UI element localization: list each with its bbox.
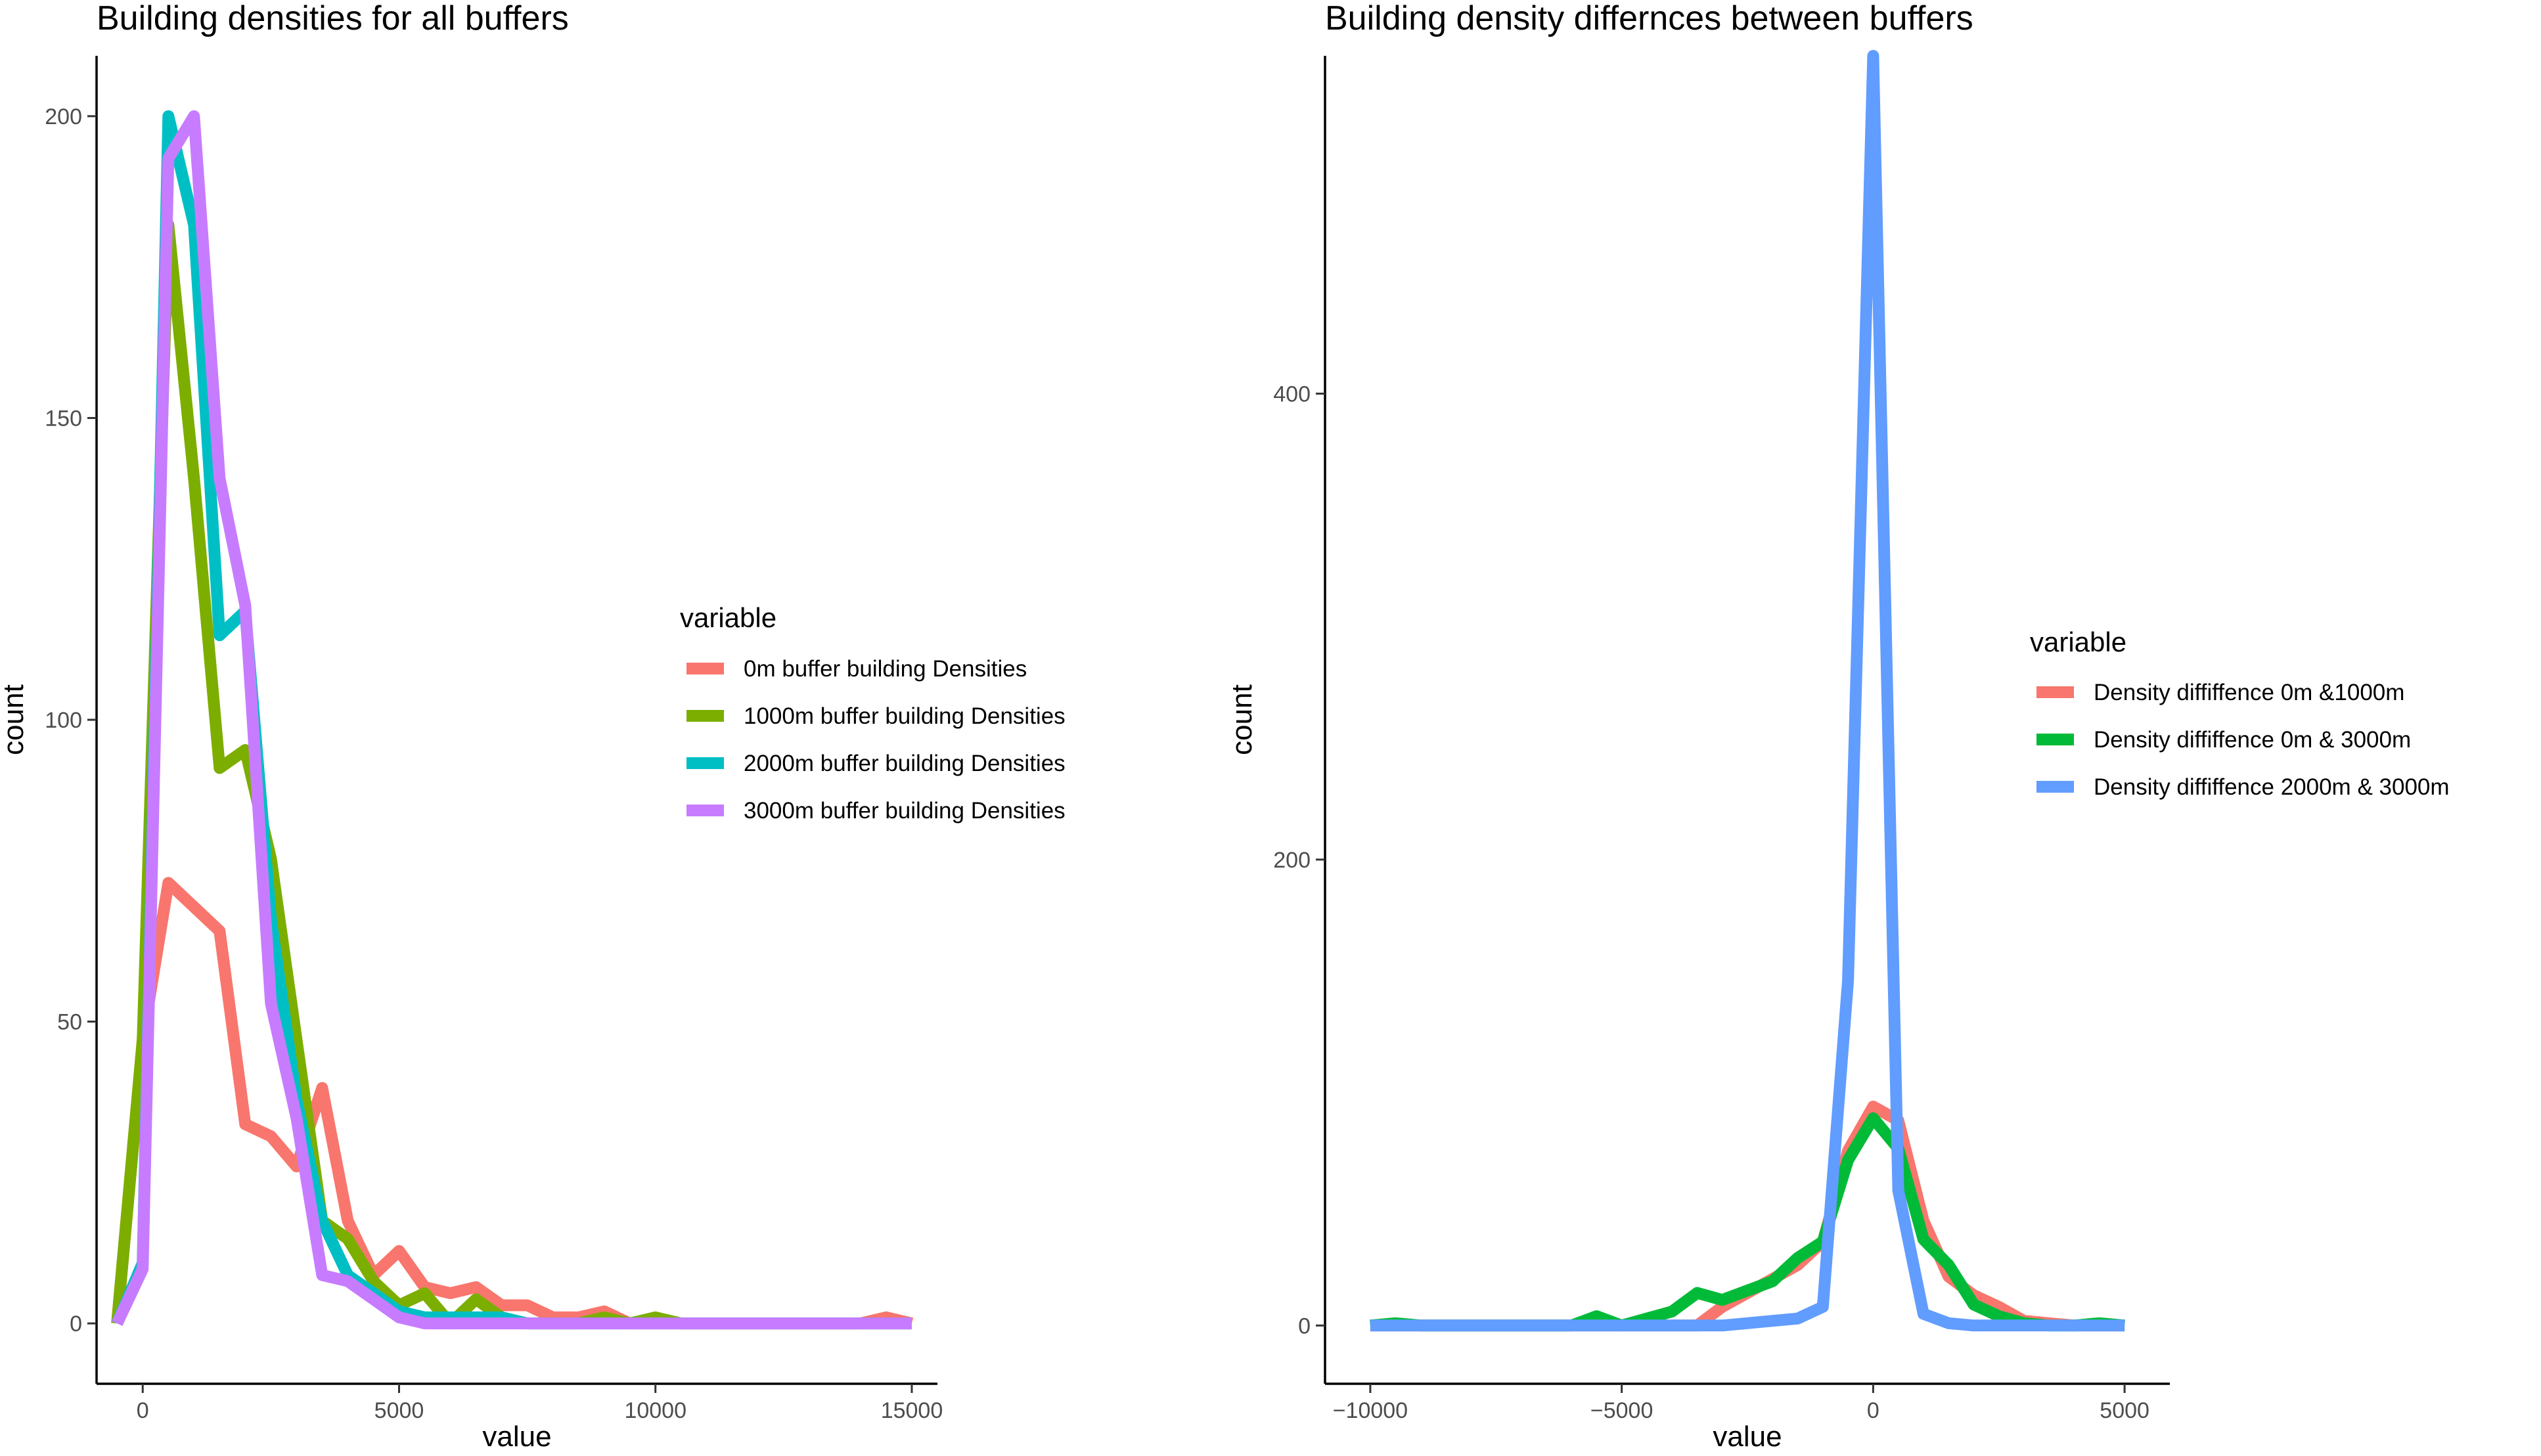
legend-label-4: 3000m buffer building Densities	[744, 798, 1066, 824]
x-tick-label: −5000	[1590, 1398, 1653, 1423]
panel-density-differences: Building density differnces between buff…	[1226, 0, 2450, 1453]
y-tick-label: 0	[70, 1312, 82, 1336]
legend: variable Density diffiffence 0m &1000m Den…	[2030, 627, 2450, 800]
legend-title: variable	[2030, 627, 2126, 657]
x-tick-label: 10000	[624, 1398, 686, 1423]
legend-label-3: 2000m buffer building Densities	[744, 751, 1066, 776]
y-tick-label: 200	[45, 104, 82, 129]
series-line-1	[111, 877, 914, 1330]
legend-title: variable	[680, 602, 776, 633]
x-axis-title: value	[1713, 1421, 1782, 1453]
x-tick-label: 15000	[881, 1398, 943, 1423]
legend-label-2: 1000m buffer building Densities	[744, 703, 1066, 729]
series-line-4	[112, 110, 912, 1330]
chart-title: Building densities for all buffers	[97, 0, 569, 37]
y-axis-title: count	[0, 684, 30, 755]
panel-building-densities: Building densities for all buffers 0 5000 1…	[0, 0, 1066, 1453]
series-line-3	[1370, 50, 2125, 1332]
y-tick-label: 150	[45, 406, 82, 431]
x-tick-label: 0	[1867, 1398, 1879, 1423]
x-tick-label: 5000	[374, 1398, 424, 1423]
y-tick-label: 50	[57, 1010, 82, 1035]
y-tick-label: 100	[45, 708, 82, 733]
legend-label-3: Density diffiffence 2000m & 3000m	[2094, 774, 2450, 800]
legend-label-1: Density diffiffence 0m &1000m	[2094, 680, 2404, 705]
legend-label-2: Density diffiffence 0m & 3000m	[2094, 727, 2411, 753]
x-tick-label: 5000	[2100, 1398, 2149, 1423]
chart-title: Building density differnces between buff…	[1325, 0, 1973, 37]
legend-label-1: 0m buffer building Densities	[744, 656, 1027, 682]
series-line-2	[1370, 1112, 2125, 1332]
x-axis-title: value	[482, 1421, 551, 1453]
legend: variable 0m buffer building Densities 1000…	[680, 602, 1066, 824]
x-tick-label: −10000	[1333, 1398, 1408, 1423]
y-tick-label: 200	[1273, 848, 1311, 873]
x-tick-label: 0	[137, 1398, 149, 1423]
y-axis-title: count	[1226, 684, 1258, 755]
y-tick-label: 400	[1273, 382, 1311, 407]
y-tick-label: 0	[1298, 1313, 1311, 1338]
